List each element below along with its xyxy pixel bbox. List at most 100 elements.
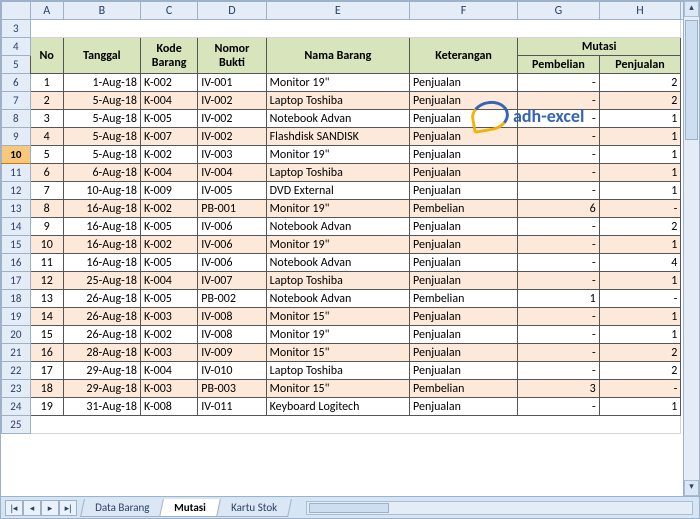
cell-tanggal[interactable]: 29-Aug-18	[63, 380, 140, 398]
cell-no[interactable]: 15	[30, 326, 63, 344]
table-row[interactable]: 161116-Aug-18K-005IV-006Notebook AdvanPe…	[2, 254, 699, 272]
cell-no[interactable]: 11	[30, 254, 63, 272]
tab-next-button[interactable]: ▸	[41, 500, 59, 516]
cell-penjualan[interactable]: 1	[599, 398, 681, 416]
cell-no[interactable]: 14	[30, 308, 63, 326]
cell-nomor[interactable]: IV-002	[198, 128, 266, 146]
cell-nomor[interactable]: IV-010	[198, 362, 266, 380]
cell-nama[interactable]: Keyboard Logitech	[266, 398, 409, 416]
cell-pembelian[interactable]: -	[518, 254, 600, 272]
table-row[interactable]: 211628-Aug-18K-003IV-009Monitor 15"Penju…	[2, 344, 699, 362]
hdr-kode[interactable]: Kode Barang	[140, 38, 197, 74]
col-header[interactable]: G	[518, 2, 600, 20]
cell-no[interactable]: 7	[30, 182, 63, 200]
cell-kode[interactable]: K-002	[140, 74, 197, 92]
cell-nomor[interactable]: IV-011	[198, 398, 266, 416]
cell-pembelian[interactable]: -	[518, 128, 600, 146]
table-row[interactable]: 13816-Aug-18K-002PB-001Monitor 19"Pembel…	[2, 200, 699, 218]
cell-nama[interactable]: Monitor 19"	[266, 146, 409, 164]
row-header[interactable]: 11	[2, 164, 31, 182]
cell-nama[interactable]: Monitor 19"	[266, 200, 409, 218]
row-header[interactable]: 21	[2, 344, 31, 362]
row-header[interactable]: 24	[2, 398, 31, 416]
hdr-mutasi[interactable]: Mutasi	[518, 38, 681, 56]
hdr-nomor[interactable]: Nomor Bukti	[198, 38, 266, 74]
vertical-scrollbar[interactable]: ▴ ▾	[683, 1, 699, 496]
hdr-keterangan[interactable]: Keterangan	[410, 38, 518, 74]
cell-nama[interactable]: DVD External	[266, 182, 409, 200]
cell-no[interactable]: 10	[30, 236, 63, 254]
cell-nomor[interactable]: IV-001	[198, 74, 266, 92]
cell-keterangan[interactable]: Penjualan	[410, 272, 518, 290]
cell-penjualan[interactable]: 1	[599, 110, 681, 128]
cell-keterangan[interactable]: Pembelian	[410, 200, 518, 218]
table-row[interactable]: 12710-Aug-18K-009IV-005DVD ExternalPenju…	[2, 182, 699, 200]
table-row[interactable]: 1166-Aug-18K-004IV-004Laptop ToshibaPenj…	[2, 164, 699, 182]
cell-no[interactable]: 17	[30, 362, 63, 380]
cell-nomor[interactable]: IV-002	[198, 110, 266, 128]
cell-kode[interactable]: K-004	[140, 92, 197, 110]
sheet-tab[interactable]: Data Barang	[80, 499, 164, 517]
cell-tanggal[interactable]: 5-Aug-18	[63, 146, 140, 164]
row-header[interactable]: 25	[2, 416, 31, 434]
cell-tanggal[interactable]: 31-Aug-18	[63, 398, 140, 416]
cell-keterangan[interactable]: Penjualan	[410, 146, 518, 164]
cell-kode[interactable]: K-002	[140, 326, 197, 344]
cell-kode[interactable]: K-005	[140, 290, 197, 308]
cell-keterangan[interactable]: Penjualan	[410, 236, 518, 254]
cell-tanggal[interactable]: 25-Aug-18	[63, 272, 140, 290]
row-header[interactable]: 16	[2, 254, 31, 272]
cell-no[interactable]: 2	[30, 92, 63, 110]
cell-penjualan[interactable]: 1	[599, 146, 681, 164]
cell-pembelian[interactable]: 1	[518, 290, 600, 308]
cell-pembelian[interactable]: -	[518, 74, 600, 92]
cell-penjualan[interactable]: 2	[599, 344, 681, 362]
hdr-tanggal[interactable]: Tanggal	[63, 38, 140, 74]
hdr-penjualan[interactable]: Penjualan	[599, 56, 681, 74]
table-row[interactable]: 241931-Aug-18K-008IV-011Keyboard Logitec…	[2, 398, 699, 416]
cell-tanggal[interactable]: 16-Aug-18	[63, 236, 140, 254]
cell-keterangan[interactable]: Penjualan	[410, 398, 518, 416]
col-header[interactable]: D	[198, 2, 266, 20]
cell-nama[interactable]: Laptop Toshiba	[266, 272, 409, 290]
cell-kode[interactable]: K-002	[140, 200, 197, 218]
table-row[interactable]: 231829-Aug-18K-003PB-003Monitor 15"Pembe…	[2, 380, 699, 398]
cell-kode[interactable]: K-003	[140, 308, 197, 326]
row-header[interactable]: 23	[2, 380, 31, 398]
cell-no[interactable]: 9	[30, 218, 63, 236]
cell-no[interactable]: 3	[30, 110, 63, 128]
col-header[interactable]: E	[266, 2, 409, 20]
cell-penjualan[interactable]: 2	[599, 362, 681, 380]
cell-kode[interactable]: K-004	[140, 164, 197, 182]
cell-penjualan[interactable]: 2	[599, 92, 681, 110]
table-row[interactable]: 945-Aug-18K-007IV-002Flashdisk SANDISKPe…	[2, 128, 699, 146]
row-header[interactable]: 20	[2, 326, 31, 344]
cell-pembelian[interactable]: -	[518, 326, 600, 344]
row-header[interactable]: 14	[2, 218, 31, 236]
cell-no[interactable]: 5	[30, 146, 63, 164]
cell-keterangan[interactable]: Penjualan	[410, 326, 518, 344]
cell-nama[interactable]: Laptop Toshiba	[266, 362, 409, 380]
cell-tanggal[interactable]: 28-Aug-18	[63, 344, 140, 362]
row-header[interactable]: 22	[2, 362, 31, 380]
cell-pembelian[interactable]: -	[518, 92, 600, 110]
cell-nomor[interactable]: IV-002	[198, 92, 266, 110]
cell-nama[interactable]: Flashdisk SANDISK	[266, 128, 409, 146]
cell-nama[interactable]: Monitor 15"	[266, 344, 409, 362]
cell-pembelian[interactable]: -	[518, 164, 600, 182]
cell-pembelian[interactable]: -	[518, 110, 600, 128]
scroll-up-button[interactable]: ▴	[684, 1, 699, 17]
cell-pembelian[interactable]: 3	[518, 380, 600, 398]
cell-keterangan[interactable]: Penjualan	[410, 164, 518, 182]
col-header[interactable]: A	[30, 2, 63, 20]
tab-last-button[interactable]: ▸|	[59, 500, 77, 516]
cell-kode[interactable]: K-007	[140, 128, 197, 146]
cell-pembelian[interactable]: -	[518, 344, 600, 362]
row-header[interactable]: 7	[2, 92, 31, 110]
row-header[interactable]: 18	[2, 290, 31, 308]
cell-no[interactable]: 18	[30, 380, 63, 398]
cell-pembelian[interactable]: -	[518, 146, 600, 164]
row-header[interactable]: 9	[2, 128, 31, 146]
tab-prev-button[interactable]: ◂	[23, 500, 41, 516]
cell-penjualan[interactable]: 4	[599, 254, 681, 272]
